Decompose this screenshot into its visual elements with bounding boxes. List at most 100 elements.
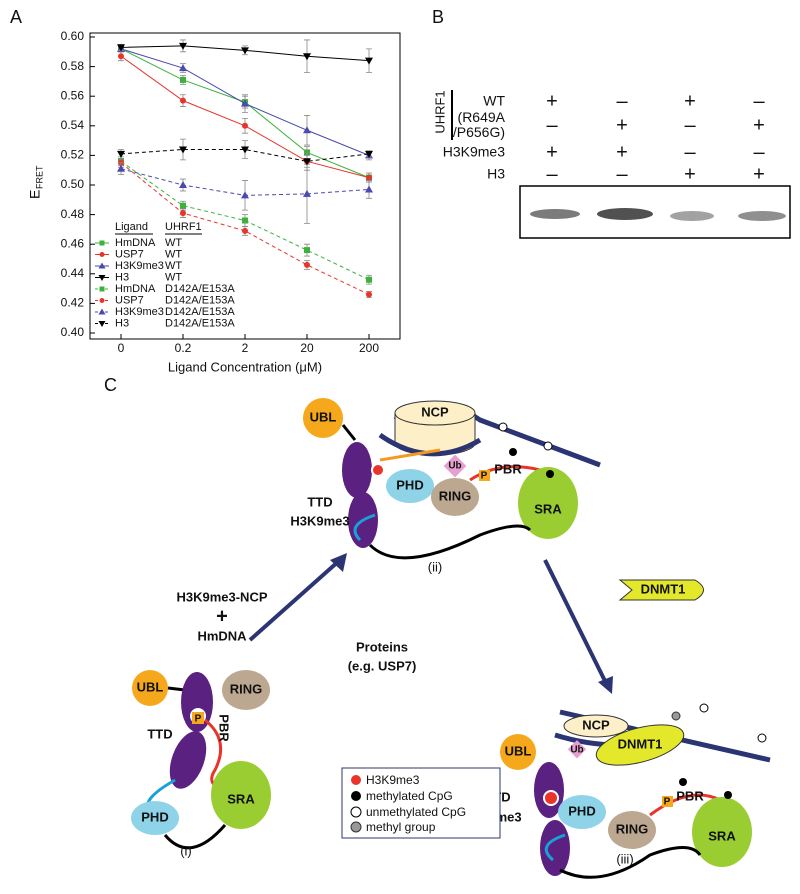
linker [353,513,376,542]
diagram: NCP UBL TTD H3K9me3 PHD Ub RING P PBR SR… [131,398,771,879]
lane-sign: – [684,114,696,136]
x-tick-label: 20 [300,341,314,355]
cpg [546,470,554,478]
row-label: /P656G) [453,124,505,140]
ubl [500,734,536,770]
ttd [169,731,207,789]
step-label: HmDNA [197,628,247,643]
marker [365,150,373,158]
row-label: WT [483,93,505,109]
label: PBR [494,461,522,476]
legend-label: USP7 [115,248,144,260]
label: PBR [217,714,232,742]
diagram-legend: H3K9me3 methylated CpG unmethylated CpG … [341,767,501,839]
cpg [679,778,687,786]
marker [180,76,186,83]
legend-header: UHRF1 [165,221,202,233]
marker [241,47,249,55]
caption: (i) [180,843,192,858]
phd [386,469,434,503]
lane-sign: + [753,114,765,136]
label: PHD [141,809,168,824]
lane-sign: + [684,90,696,112]
y-tick-label: 0.54 [61,118,85,132]
y-tick-label: 0.52 [61,148,85,162]
ring [431,478,479,516]
arrowhead [598,676,613,694]
y-tick-label: 0.58 [61,59,85,73]
cpg [699,703,709,713]
lane-sign: – [546,114,558,136]
arrow [543,559,608,684]
legend-box [341,767,501,839]
lane-sign: – [616,163,628,185]
h3k9me3-dot [543,790,559,806]
y-tick-label: 0.56 [61,88,85,102]
linker [341,424,357,441]
marker [98,321,106,327]
marker [99,298,105,303]
blot-table: WT + – + –(R649A/P656G) – + – +H3K9me3 + + – –H3– – + + [443,90,766,185]
y-label-sub: FRET [34,165,44,189]
ttd [534,762,564,818]
y-tick-label: 0.46 [61,236,85,250]
label: UBL [310,409,337,424]
x-axis-label: Ligand Concentration (μM) [168,359,322,374]
marker [242,122,248,129]
marker [180,210,186,217]
x-tick-label: 200 [359,341,379,355]
legend-symbol [350,821,362,833]
legend-text: methylated CpG [366,789,453,803]
legend-text: methyl group [366,820,436,834]
sra [518,467,578,539]
lane-sign: + [616,114,628,136]
lane-sign: – [616,90,628,112]
legend-label: H3K9me3 [115,306,164,318]
label: SRA [534,501,562,516]
label: TTD [147,726,172,741]
linker [544,833,566,862]
lane-sign: + [546,141,558,163]
y-tick-label: 0.44 [61,266,85,280]
ring [222,670,270,710]
label: PBR [676,788,704,803]
cpg [757,733,767,743]
label: P [664,797,671,808]
marker [98,308,106,315]
y-tick-label: 0.40 [61,325,85,339]
dna [378,432,482,457]
legend-label: D142A/E153A [165,306,235,318]
legend-label: WT [165,248,182,260]
marker [242,217,248,224]
lane-sign: – [753,90,765,112]
step-label: + [216,605,228,627]
ubl [132,670,168,706]
linker [163,824,227,850]
lane-sign: + [684,163,696,185]
linker [559,846,702,879]
marker [179,181,187,188]
legend-label: HmDNA [115,237,156,249]
legend-text: unmethylated CpG [366,805,466,819]
ncp [563,714,629,738]
marker [303,53,311,61]
label: RING [230,681,263,696]
gel-band [738,211,786,221]
row-label: H3 [487,166,505,182]
legend-label: D142A/E153A [165,294,235,306]
legend-label: HmDNA [115,283,156,295]
step-label: Proteins [356,639,408,654]
label: RING [616,821,649,836]
label: UBL [137,679,164,694]
marker [179,42,187,50]
cpg [498,422,508,432]
caption: (iii) [616,851,633,866]
step-label: DNMT1 [641,581,686,596]
y-tick-label: 0.50 [61,177,85,191]
panel-label: A [10,7,22,27]
ub [443,454,467,478]
arrow [248,558,342,642]
y-axis-label: E FRET [27,165,45,199]
label: NCP [582,717,610,732]
cpg [509,448,517,456]
